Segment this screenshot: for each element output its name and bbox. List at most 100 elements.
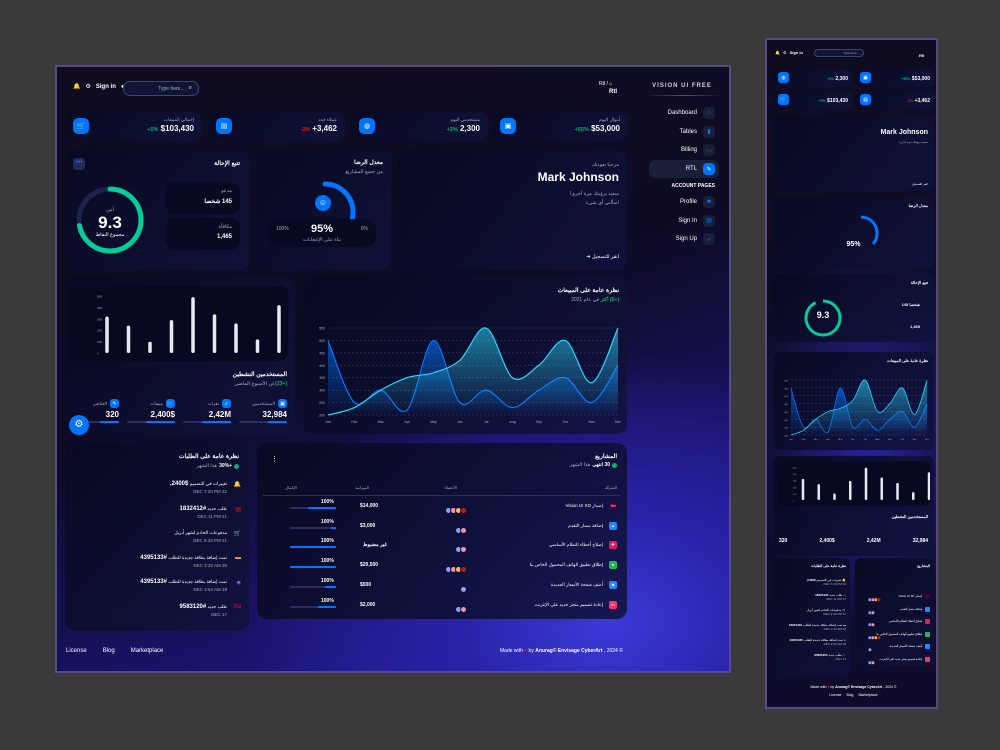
order-item: ▤ طلب جديد #1832412 DEC 11 PM 21 [179, 505, 241, 519]
completion-bar [290, 585, 336, 588]
x-tick-label: Mar [814, 438, 818, 441]
jira-icon: ◆ [609, 580, 617, 589]
sidebar-item-sign-up[interactable]: Sign Up ➶ [649, 230, 719, 248]
table-row[interactable]: إصدار Vision UI XD [859, 594, 930, 602]
smile-icon: ☺ [315, 195, 331, 211]
cart-icon: 🛒 [166, 399, 175, 408]
tap-to-record-link[interactable]: انقر للتسجيل ➜ [586, 254, 619, 260]
globe-icon: ◍ [359, 118, 375, 134]
sidebar-item-tables[interactable]: Tables ▮ [649, 123, 719, 141]
table-row[interactable]: ▲ إضافة مسار التقدم $3,000 100% [257, 519, 627, 539]
table-row[interactable]: أضف صفحة الأسعار الجديدة [859, 644, 930, 652]
x-tick-label: Mar [378, 420, 385, 424]
y-tick-label: 400 [319, 364, 325, 368]
table-row[interactable]: إطلاق تطبيق الهاتف المحمول الخاص بنا [859, 631, 930, 640]
xd-icon: Xd [609, 502, 617, 510]
sidebar-item-profile[interactable]: Profile ☻ [649, 193, 719, 211]
footer-credit: Made with ♥ by Anurag© Envisage CyberArt… [500, 648, 623, 654]
satisfaction-value-box: 100% 0% 95% بناء على الإعجابات [268, 219, 376, 247]
stat-value: $103,430 [160, 124, 194, 133]
more-vertical-icon[interactable]: ⋮ [271, 456, 278, 463]
wallet-icon: ▣ [278, 399, 287, 408]
table-row[interactable]: ◆ أضف صفحة الأسعار الجديدة $500 100% [257, 578, 627, 598]
bell-icon: 🔔 [233, 482, 241, 488]
y-tick-label: 0 [97, 352, 99, 356]
sidebar-section-label: ACCOUNT PAGES [671, 183, 715, 189]
y-tick-label: 100 [97, 340, 102, 344]
members [445, 501, 467, 519]
column-header: الميزانية [355, 485, 369, 490]
y-tick-label: 450 [784, 396, 788, 398]
y-tick-label: 0 [793, 501, 795, 503]
more-button[interactable]: ••• [73, 158, 85, 170]
table-row[interactable]: إضافة مسار التقدم [859, 606, 930, 615]
document-icon: ▤ [235, 506, 241, 513]
sign-in-link[interactable]: Sign in [95, 83, 116, 90]
user-name: Mark Johnson [537, 170, 619, 184]
bar [927, 472, 931, 500]
x-tick-label: Aug [509, 420, 515, 424]
column-header: الأعضاء [444, 485, 457, 490]
gear-icon: ⚙ [74, 419, 84, 430]
gear-icon[interactable]: ⚙ [85, 84, 91, 90]
stat-change: +55% [574, 127, 589, 133]
footer-link-blog[interactable]: Blog [102, 648, 115, 654]
bar [864, 467, 868, 500]
wallet-icon: ▣ [860, 72, 871, 83]
member-avatar [460, 605, 467, 613]
y-tick-label: 350 [784, 412, 788, 414]
page-title: Rtl [919, 53, 925, 58]
table-row[interactable]: ✚ إصلاح أخطاء النظام الأساسي غير مضبوط 1… [257, 538, 627, 558]
member-avatar [460, 546, 467, 554]
table-row[interactable]: Xd إصدار Vision UI XD $14,000 100% [257, 499, 627, 519]
x-tick-label: Dec [615, 420, 621, 424]
stat-change: +3% [446, 127, 458, 133]
check-icon [234, 463, 239, 469]
table-row[interactable]: ● إطلاق تطبيق الهاتف المحمول الخاص بنا $… [257, 558, 627, 578]
heart-icon: ♥ [524, 648, 528, 654]
x-tick-label: Jun [457, 420, 463, 424]
sidebar-item-billing[interactable]: Billing ▭ [649, 141, 719, 159]
table-row[interactable]: إصلاح أخطاء النظام الأساسي [859, 619, 930, 627]
welcome-card: Mark Johnson سعيد برؤيتك مرة أخرى! انقر … [773, 116, 934, 191]
sidebar-item-rtl[interactable]: RTL ✎ [649, 160, 719, 179]
stat-change: -2% [300, 127, 311, 133]
sidebar-item-sign-in[interactable]: Sign In ▤ [649, 212, 719, 230]
y-tick-label: 100 [793, 494, 797, 496]
projects-card: المشاريع 30 انتهى هذا الشهر ⋮ الشركة الأع… [257, 443, 627, 619]
table-row[interactable]: إعادة تصميم متجر جديد على الإنترنت [859, 656, 930, 665]
search-input[interactable]: Type here... ⌕ [123, 81, 199, 96]
member-avatar [460, 507, 467, 514]
divider [263, 495, 621, 496]
wrench-icon: ✎ [703, 163, 715, 176]
sidebar-item-dashboard[interactable]: Dashboard ⌂ [649, 104, 719, 122]
bar [849, 480, 852, 500]
bar [277, 305, 281, 353]
x-tick-label: Oct [901, 438, 905, 441]
bell-icon[interactable]: 🔔 [73, 84, 81, 90]
settings-fab[interactable]: ⚙ [69, 415, 89, 435]
invited-box: مدعو 145 شخصا [165, 182, 240, 214]
search-input[interactable]: Type here... [814, 49, 864, 57]
completion-bar [290, 605, 336, 608]
sales-overview-card: نظرة عامة على المبيعات 550 500 450 400 350 30… [773, 352, 934, 450]
bar [833, 493, 836, 500]
active-users-card: 500 400 300 200 100 0 المستخدمين النشطين 320 2… [773, 456, 934, 556]
footer-link-marketplace[interactable]: Marketplace [130, 648, 164, 654]
stat-card: 🛒 إجمالي المبيعات +5% $103,430 [65, 111, 202, 141]
box-icon: ◈ [236, 580, 241, 586]
bar [801, 478, 805, 500]
metric-progress [183, 421, 231, 423]
completion-bar [290, 526, 336, 529]
table-row[interactable]: in إعادة تصميم متجر جديد على الإنترنت $2… [257, 598, 627, 618]
footer-link-license[interactable]: License [66, 648, 87, 654]
cart-icon: 🛒 [233, 531, 241, 537]
gear-icon[interactable]: ⚙ [782, 50, 787, 55]
stat-card: ◍ مستخدمي اليوم +3% 2,300 [351, 111, 488, 141]
bell-icon[interactable]: 🔔 [775, 50, 780, 55]
bar [817, 484, 820, 500]
brand-logo: VISION UI FREE [652, 83, 712, 89]
member-avatar [876, 635, 881, 640]
y-tick-label: 400 [793, 474, 797, 476]
bar [169, 319, 174, 353]
